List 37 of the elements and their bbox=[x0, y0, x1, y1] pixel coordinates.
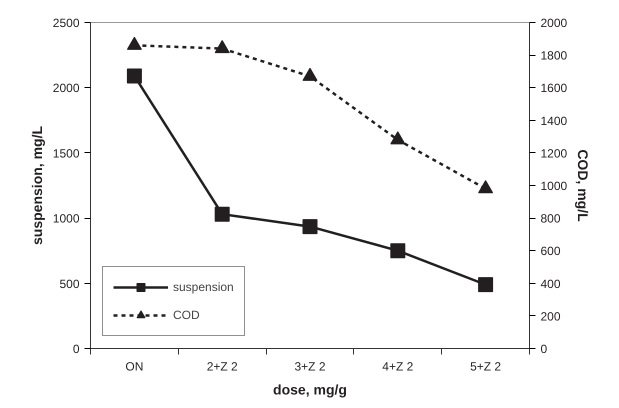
y2-tick-label: 600 bbox=[540, 244, 561, 258]
x-tick-label: 2+Z 2 bbox=[206, 360, 238, 374]
y-tick-label: 1000 bbox=[52, 212, 80, 226]
y2-tick-label: 1000 bbox=[540, 179, 568, 193]
y-tick-label: 1500 bbox=[52, 146, 80, 160]
legend-label: COD bbox=[173, 308, 200, 322]
y-axis-title: suspension, mg/L bbox=[28, 126, 45, 246]
point bbox=[478, 277, 494, 292]
y2-tick-label: 800 bbox=[540, 212, 561, 226]
point bbox=[302, 68, 318, 81]
point bbox=[390, 131, 406, 144]
point bbox=[214, 40, 230, 54]
x-tick-label: 4+Z 2 bbox=[382, 360, 414, 374]
y-tick-label: 0 bbox=[72, 342, 80, 356]
point bbox=[478, 180, 494, 194]
x-tick-label: 3+Z 2 bbox=[294, 360, 326, 374]
x-axis-title: dose, mg/g bbox=[273, 382, 347, 398]
y-tick-label: 2000 bbox=[52, 81, 80, 96]
y2-tick-label: 2000 bbox=[540, 16, 568, 30]
y2-axis-title: COD, mg/L bbox=[575, 149, 592, 222]
x-tick-label: ON bbox=[125, 360, 144, 374]
y2-tick-label: 200 bbox=[540, 309, 561, 324]
point bbox=[214, 206, 230, 222]
y2-tick-label: 1800 bbox=[540, 48, 568, 63]
legend-label: suspension bbox=[173, 280, 234, 294]
y2-tick-label: 400 bbox=[540, 276, 561, 291]
y-tick-label: 2500 bbox=[52, 16, 80, 30]
point bbox=[126, 36, 142, 50]
y2-tick-label: 1600 bbox=[540, 81, 568, 96]
x-tick-label: 5+Z 2 bbox=[470, 360, 502, 374]
y2-tick-label: 1400 bbox=[540, 114, 568, 128]
y2-tick-label: 1200 bbox=[540, 146, 568, 160]
y-tick-label: 500 bbox=[59, 276, 80, 291]
point bbox=[126, 68, 142, 84]
point bbox=[390, 243, 406, 258]
y2-tick-label: 0 bbox=[540, 342, 548, 356]
point bbox=[302, 219, 318, 234]
